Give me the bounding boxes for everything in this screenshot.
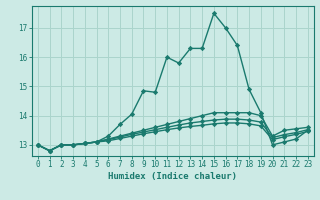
X-axis label: Humidex (Indice chaleur): Humidex (Indice chaleur) [108, 172, 237, 181]
